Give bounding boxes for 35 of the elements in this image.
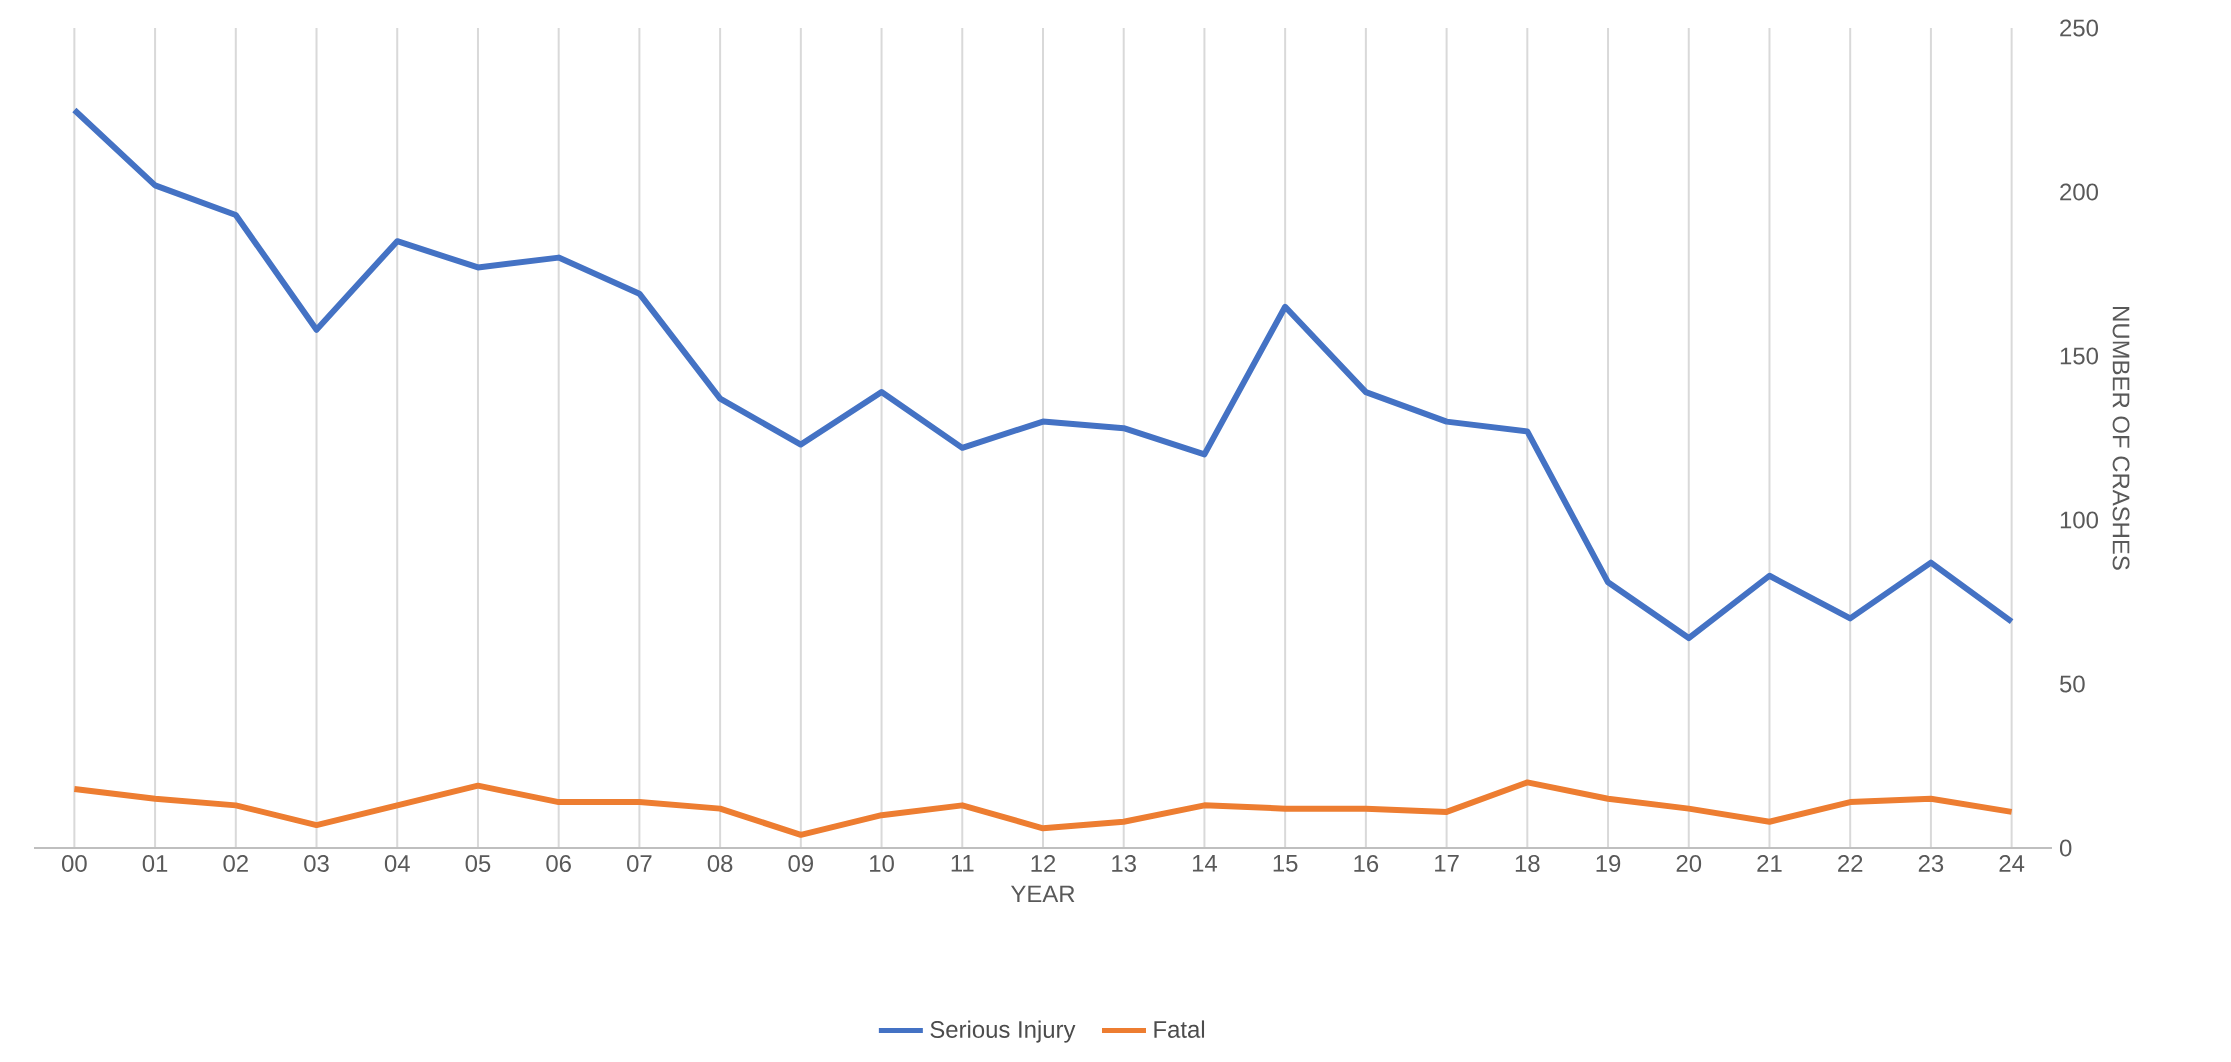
- x-tick-label: 11: [951, 855, 974, 872]
- y-tick-label: 250: [2060, 19, 2098, 37]
- y-axis-title: NUMBER OF CRASHES: [2112, 307, 2130, 570]
- x-tick-label: 12: [1031, 855, 1056, 872]
- x-tick-label: 15: [1273, 855, 1298, 872]
- x-tick-label: 14: [1192, 855, 1218, 872]
- x-tick-label: 01: [142, 855, 168, 872]
- x-tick-label: 16: [1354, 855, 1379, 872]
- x-axis-title: YEAR: [1010, 885, 1075, 903]
- x-tick-label: 24: [1999, 855, 2025, 872]
- legend-label: Fatal: [1154, 1020, 1205, 1038]
- x-tick-label: 07: [627, 855, 652, 872]
- x-tick-label: 21: [1757, 855, 1782, 872]
- x-tick-label: 22: [1838, 855, 1863, 872]
- x-tick-label: 17: [1435, 855, 1459, 872]
- x-tick-label: 10: [870, 855, 894, 872]
- x-tick-label: 08: [707, 855, 733, 872]
- legend-label: Serious Injury: [930, 1020, 1076, 1043]
- x-tick-label: 19: [1596, 855, 1621, 872]
- y-tick-label: 200: [2060, 183, 2098, 201]
- x-tick-label: 00: [62, 855, 87, 872]
- x-tick-label: 03: [304, 855, 329, 872]
- x-tick-label: 18: [1515, 855, 1540, 872]
- x-tick-label: 23: [1918, 855, 1944, 872]
- y-tick-label: 50: [2059, 675, 2085, 693]
- x-tick-label: 04: [384, 855, 410, 872]
- x-tick-label: 05: [465, 855, 491, 872]
- x-tick-label: 02: [223, 855, 248, 872]
- x-tick-label: 09: [788, 855, 813, 872]
- x-tick-label: 13: [1112, 855, 1136, 872]
- y-tick-label: 150: [2060, 347, 2098, 365]
- y-tick-label: 100: [2060, 511, 2098, 529]
- y-tick-label: 0: [2059, 839, 2072, 857]
- x-tick-label: 06: [546, 855, 571, 872]
- x-tick-label: 20: [1676, 855, 1702, 872]
